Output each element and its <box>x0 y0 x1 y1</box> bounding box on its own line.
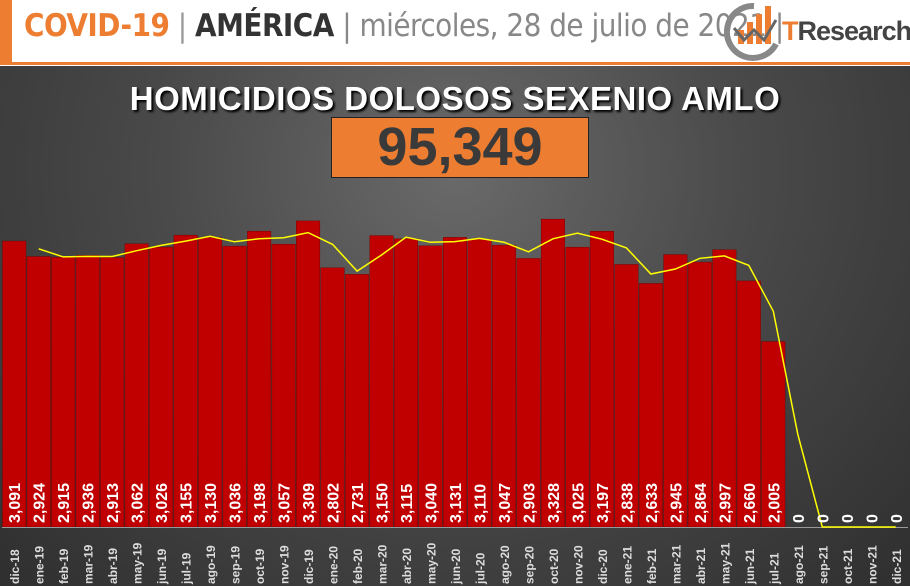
data-label: 2,924 <box>32 483 49 523</box>
data-label: 3,130 <box>203 483 220 523</box>
bar <box>296 220 321 528</box>
x-tick-label: jul-21 <box>767 552 781 585</box>
data-label: 3,155 <box>179 483 196 523</box>
x-tick-label: abr-20 <box>400 548 414 584</box>
data-label: 2,005 <box>766 483 783 523</box>
data-label: 0 <box>791 514 808 523</box>
data-label: 3,197 <box>595 483 612 523</box>
data-label: 2,838 <box>619 483 636 523</box>
data-label: 3,091 <box>7 483 24 523</box>
data-label: 3,198 <box>252 483 269 523</box>
data-label: 3,328 <box>546 483 563 523</box>
data-label: 2,660 <box>742 483 759 523</box>
data-label: 2,945 <box>668 483 685 523</box>
data-label: 2,864 <box>693 483 710 523</box>
header-covid: COVID-19 <box>24 8 170 44</box>
x-tick-label: sep-21 <box>816 546 830 584</box>
x-tick-label: abr-19 <box>106 548 120 584</box>
data-label: 3,309 <box>301 483 318 523</box>
x-tick-label: nov-21 <box>865 545 879 584</box>
data-label: 0 <box>840 514 857 523</box>
bar <box>394 238 419 528</box>
data-label: 0 <box>815 514 832 523</box>
x-tick-label: nov-19 <box>278 545 292 584</box>
header-accent <box>0 0 12 62</box>
x-tick-label: may-21 <box>718 542 732 584</box>
bar <box>247 230 272 528</box>
x-tick-label: mar-21 <box>669 544 683 584</box>
bar <box>589 231 614 528</box>
data-label: 2,802 <box>326 483 343 523</box>
data-label: 3,110 <box>472 484 489 523</box>
x-tick-label: feb-20 <box>351 548 365 584</box>
x-tick-label: oct-20 <box>547 548 561 584</box>
x-tick-label: jun-21 <box>743 548 757 585</box>
x-tick-label: feb-21 <box>645 548 659 584</box>
data-label: 2,913 <box>105 483 122 523</box>
x-tick-label: ene-20 <box>327 546 341 584</box>
chart-title: HOMICIDIOS DOLOSOS SEXENIO AMLO <box>129 80 781 117</box>
data-label: 3,040 <box>424 483 441 523</box>
data-label: 3,036 <box>228 483 245 523</box>
data-label: 2,997 <box>717 483 734 523</box>
header-region: AMÉRICA <box>195 8 334 44</box>
header-title: COVID-19 | AMÉRICA | miércoles, 28 de ju… <box>24 8 784 44</box>
data-label: 2,731 <box>350 483 367 523</box>
header-separator: | <box>177 8 187 44</box>
x-tick-label: mar-19 <box>82 544 96 584</box>
data-label: 3,115 <box>399 484 416 523</box>
x-tick-label: dic-20 <box>596 549 610 584</box>
x-tick-label: oct-21 <box>841 548 855 584</box>
x-tick-label: dic-18 <box>8 549 22 584</box>
header-bar: COVID-19 | AMÉRICA | miércoles, 28 de ju… <box>0 0 910 65</box>
x-tick-label: jun-19 <box>155 548 169 585</box>
x-tick-label: dic-21 <box>890 549 904 584</box>
x-tick-label: may-19 <box>131 542 145 584</box>
data-label: 2,633 <box>644 483 661 523</box>
data-label: 2,936 <box>81 483 98 523</box>
header-date: | miércoles, 28 de julio de 2021 | <box>342 8 784 44</box>
data-label: 3,062 <box>130 483 147 523</box>
x-tick-label: ago-20 <box>498 545 512 584</box>
total-counter: 95,349 <box>331 117 589 178</box>
x-tick-label: sep-19 <box>229 546 243 584</box>
x-tick-label: ene-21 <box>620 546 634 584</box>
x-tick-label: dic-19 <box>302 549 316 584</box>
x-tick-label: mar-20 <box>376 544 390 584</box>
data-label: 0 <box>864 514 881 523</box>
moving-average-line <box>38 231 896 528</box>
x-tick-label: may-20 <box>425 542 439 584</box>
data-label: 3,047 <box>497 483 514 523</box>
logo-text: TResearch <box>782 16 910 46</box>
data-label: 3,057 <box>277 483 294 523</box>
x-tick-label: feb-19 <box>57 548 71 584</box>
x-tick-label: abr-21 <box>694 548 708 584</box>
x-tick-label: nov-20 <box>571 545 585 584</box>
x-tick-label: jul-20 <box>473 552 487 585</box>
data-label: 3,131 <box>448 483 465 523</box>
data-label: 2,915 <box>56 483 73 523</box>
x-tick-label: ago-21 <box>792 545 806 584</box>
x-tick-label: jun-20 <box>449 548 463 585</box>
x-tick-label: oct-19 <box>253 548 267 584</box>
data-label: 2,903 <box>521 483 538 523</box>
data-label: 3,025 <box>570 483 587 523</box>
data-label: 3,150 <box>375 483 392 523</box>
x-tick-label: ago-19 <box>204 545 218 584</box>
tresearch-logo: TResearch <box>724 0 910 61</box>
data-label: 3,026 <box>154 483 171 523</box>
x-tick-label: ene-19 <box>33 546 47 584</box>
data-label: 0 <box>889 514 906 523</box>
bar <box>540 218 565 528</box>
logo-chart-icon <box>724 2 779 61</box>
x-tick-label: jul-19 <box>180 552 194 585</box>
x-tick-label: sep-20 <box>522 546 536 584</box>
